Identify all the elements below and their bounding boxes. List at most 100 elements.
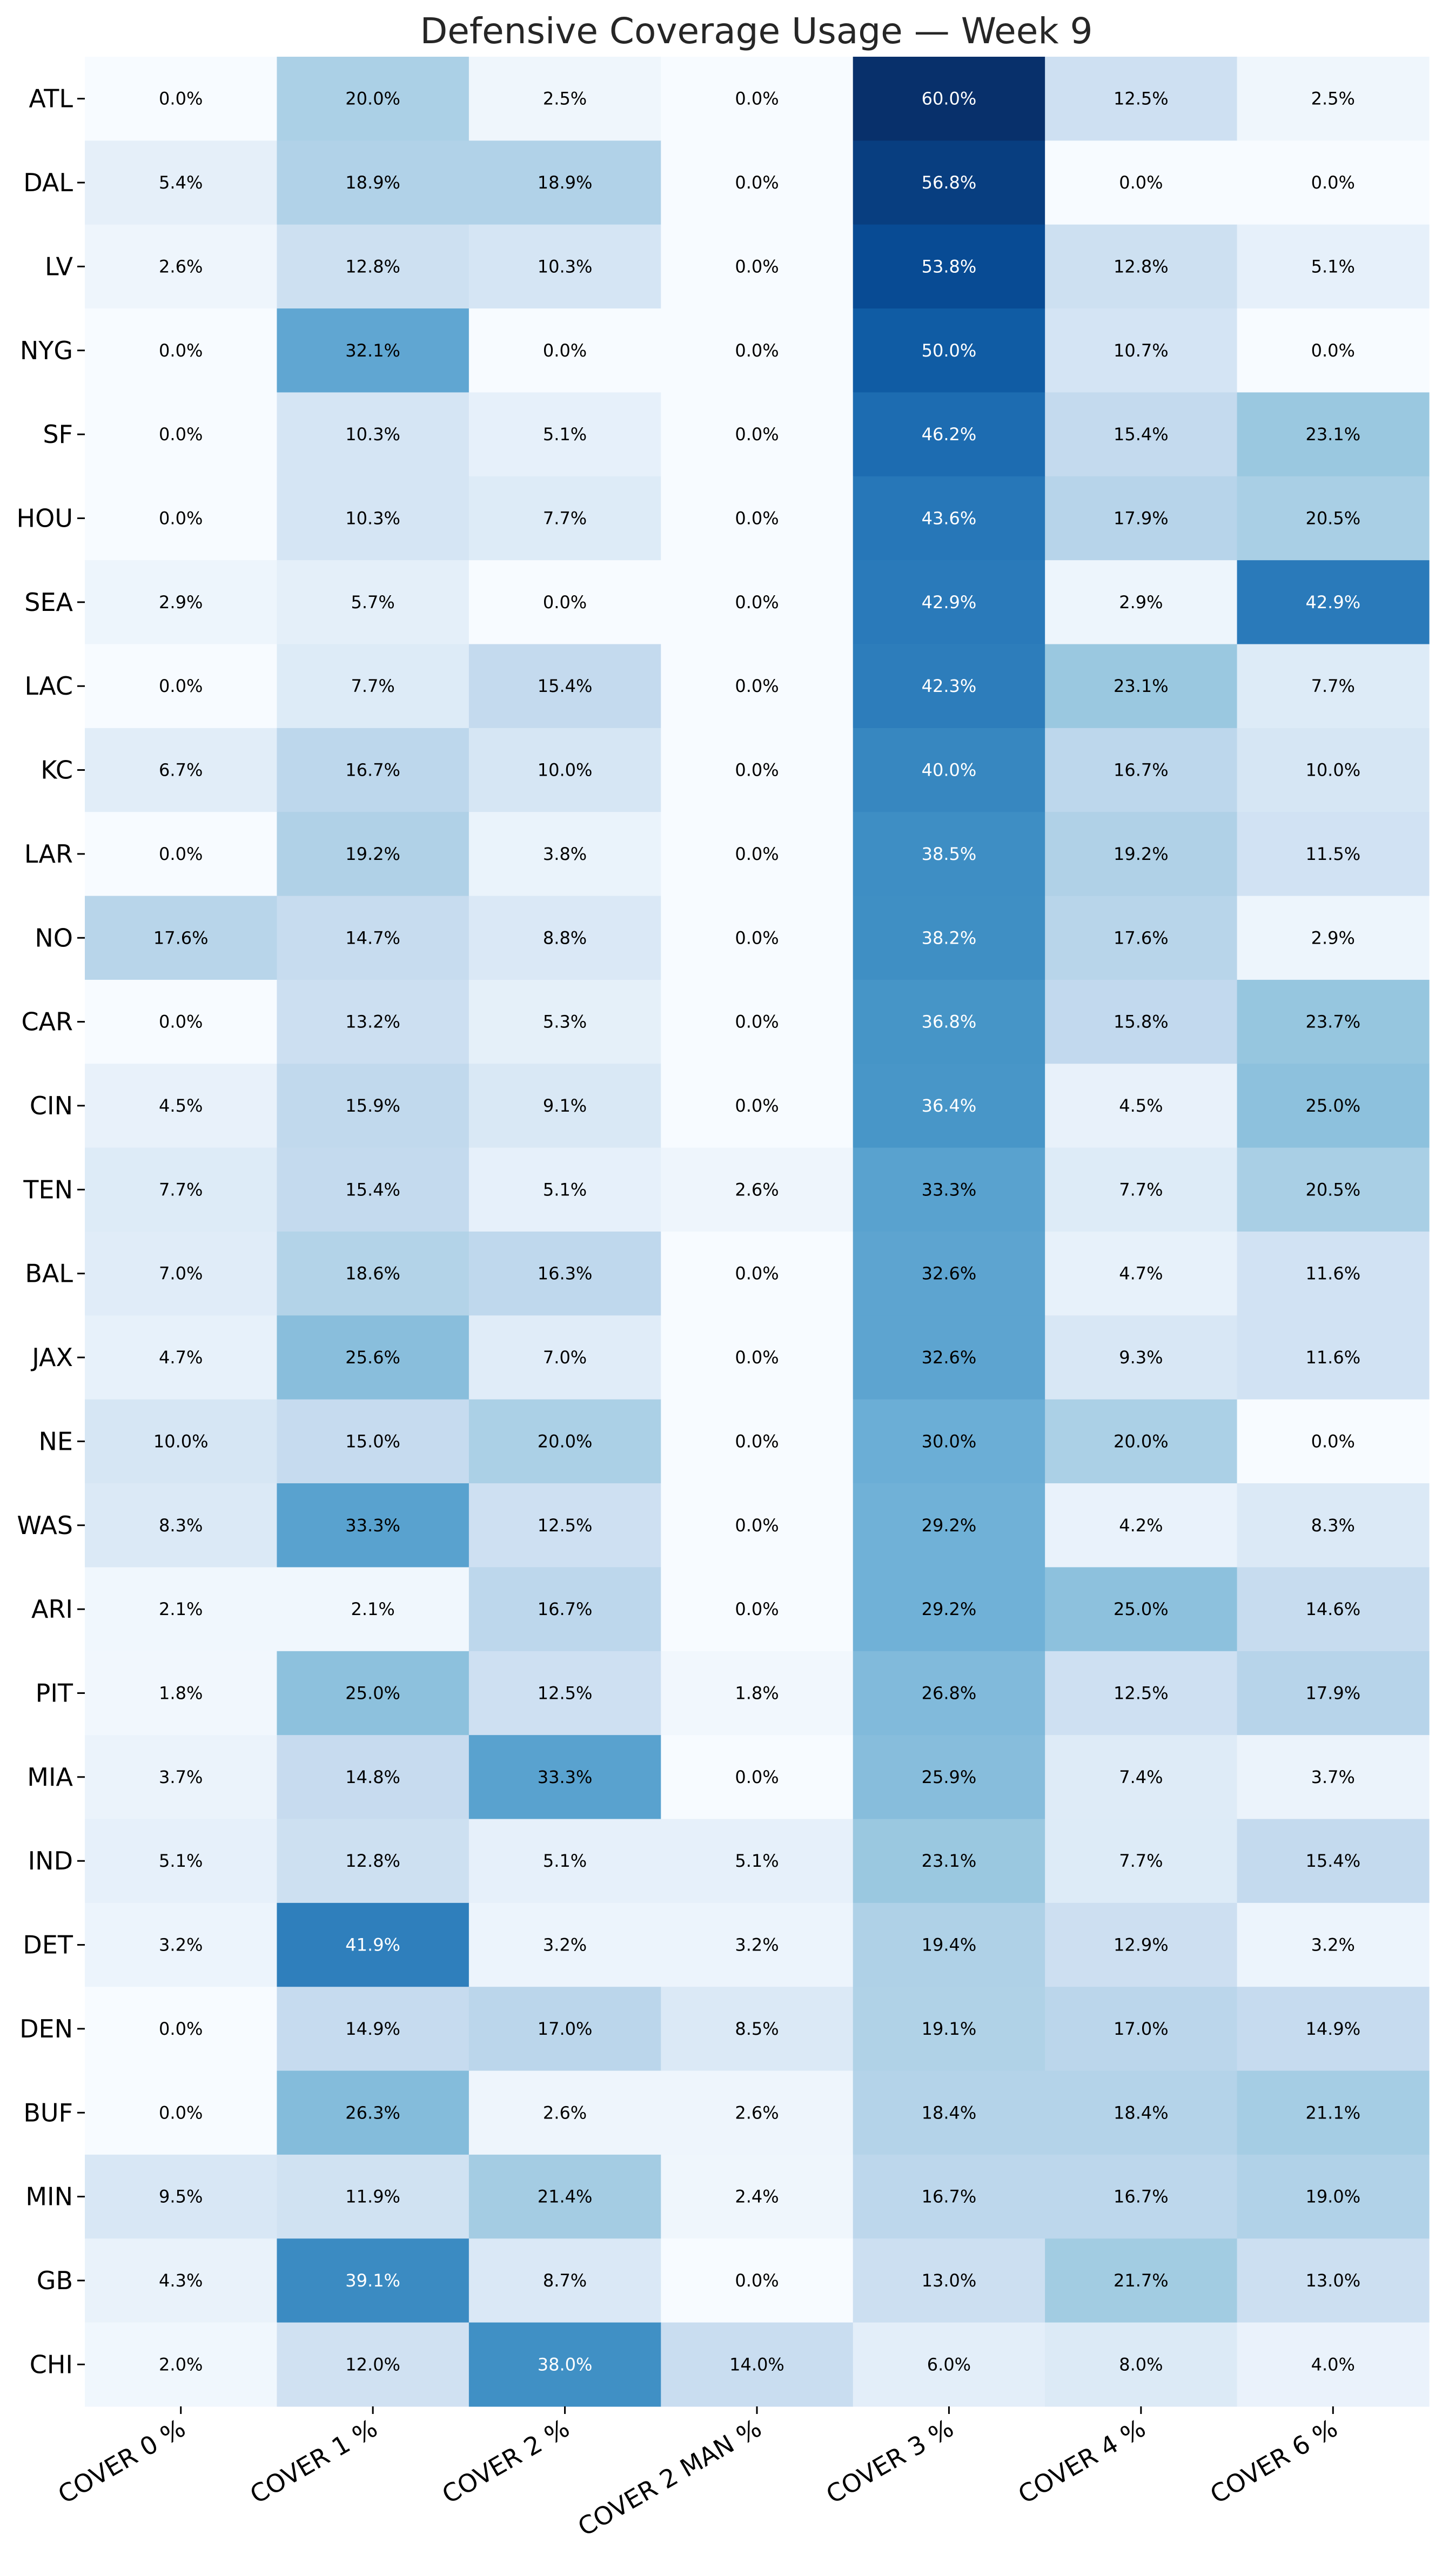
- heatmap-cell: [661, 979, 854, 1064]
- cell-value-label: 15.4%: [345, 1179, 400, 1200]
- heatmap-cell: [1237, 140, 1430, 225]
- row-label: DAL: [23, 168, 73, 197]
- cell-value-label: 2.4%: [735, 2187, 779, 2207]
- heatmap-cell: [853, 1147, 1045, 1232]
- heatmap-cell: [661, 2322, 854, 2407]
- heatmap-cell: [1237, 979, 1430, 1064]
- cell-value-label: 7.0%: [159, 1263, 203, 1284]
- cell-value-label: 14.6%: [1305, 1599, 1360, 1619]
- heatmap-cell: [277, 2238, 470, 2323]
- row-label: TEN: [23, 1175, 73, 1204]
- heatmap-cell: [1237, 1902, 1430, 1987]
- cell-value-label: 25.9%: [922, 1767, 977, 1787]
- row-label: DET: [23, 1931, 73, 1960]
- column-label: COVER 0 %: [53, 2413, 190, 2510]
- heatmap-cell: [853, 1232, 1045, 1316]
- cell-value-label: 20.0%: [538, 1431, 593, 1451]
- cell-value-label: 1.8%: [735, 1683, 779, 1703]
- cell-value-label: 25.0%: [345, 1683, 400, 1703]
- cell-value-label: 0.0%: [159, 676, 203, 696]
- cell-value-label: 5.1%: [1311, 256, 1355, 277]
- cell-value-label: 0.0%: [735, 1263, 779, 1284]
- row-label: SF: [43, 420, 73, 449]
- heatmap-cell: [853, 1735, 1045, 1820]
- cell-value-label: 8.0%: [1119, 2354, 1163, 2375]
- heatmap-cell: [1045, 1399, 1238, 1484]
- cell-value-label: 4.5%: [1119, 1095, 1163, 1116]
- cell-value-label: 7.7%: [159, 1179, 203, 1200]
- cell-value-label: 36.4%: [922, 1095, 977, 1116]
- heatmap-cell: [85, 1315, 278, 1400]
- heatmap-cell: [85, 1483, 278, 1568]
- heatmap-cell: [277, 1567, 470, 1652]
- heatmap-cell: [661, 1819, 854, 1904]
- heatmap-cell: [85, 2070, 278, 2155]
- heatmap-cell: [468, 560, 661, 645]
- cell-value-label: 16.3%: [538, 1263, 593, 1284]
- cell-value-label: 26.3%: [345, 2102, 400, 2123]
- cell-value-label: 2.6%: [543, 2102, 587, 2123]
- heatmap-cell: [853, 644, 1045, 729]
- cell-value-label: 14.7%: [345, 927, 400, 948]
- heatmap-cell: [85, 2322, 278, 2407]
- heatmap-cell: [661, 728, 854, 812]
- cell-value-label: 4.7%: [159, 1347, 203, 1368]
- cell-value-label: 40.0%: [922, 760, 977, 781]
- heatmap-cell-labels: 0.0% 20.0% 2.5% 0.0% 60.0% 12.5% 2.5% 5.4% 18.9%…: [153, 89, 1360, 2375]
- cell-value-label: 21.7%: [1114, 2270, 1169, 2291]
- heatmap-cell: [1237, 1735, 1430, 1820]
- heatmap-cell: [277, 57, 470, 141]
- cell-value-label: 21.1%: [1305, 2102, 1360, 2123]
- heatmap-cell: [277, 1232, 470, 1316]
- cell-value-label: 23.7%: [1305, 1012, 1360, 1032]
- heatmap-cell: [85, 728, 278, 812]
- cell-value-label: 0.0%: [735, 340, 779, 361]
- cell-value-label: 16.7%: [1114, 2187, 1169, 2207]
- heatmap-cell: [85, 1399, 278, 1484]
- heatmap-cell: [661, 896, 854, 980]
- heatmap-cell: [468, 1567, 661, 1652]
- heatmap-cell: [661, 476, 854, 561]
- cell-value-label: 15.0%: [345, 1431, 400, 1451]
- heatmap-cell: [1237, 1567, 1430, 1652]
- heatmap-cell: [1237, 1651, 1430, 1736]
- cell-value-label: 20.5%: [1305, 1179, 1360, 1200]
- heatmap-cell: [85, 812, 278, 897]
- cell-value-label: 15.4%: [538, 676, 593, 696]
- heatmap-cell: [1045, 392, 1238, 477]
- heatmap-cell: [1045, 1064, 1238, 1148]
- chart-title: Defensive Coverage Usage — Week 9: [420, 10, 1092, 52]
- heatmap-cell: [468, 896, 661, 980]
- cell-value-label: 23.1%: [922, 1851, 977, 1871]
- heatmap-cell: [661, 1064, 854, 1148]
- cell-value-label: 3.2%: [1311, 1935, 1355, 1955]
- cell-value-label: 10.3%: [538, 256, 593, 277]
- heatmap-cell: [468, 728, 661, 812]
- cell-value-label: 38.2%: [922, 927, 977, 948]
- cell-value-label: 18.6%: [345, 1263, 400, 1284]
- row-label: ATL: [29, 84, 73, 113]
- heatmap-cell: [277, 1735, 470, 1820]
- cell-value-label: 5.1%: [543, 1179, 587, 1200]
- heatmap-cell: [468, 812, 661, 897]
- cell-value-label: 25.6%: [345, 1347, 400, 1368]
- heatmap-cell: [85, 57, 278, 141]
- cell-value-label: 4.3%: [159, 2270, 203, 2291]
- cell-value-label: 0.0%: [159, 508, 203, 528]
- cell-value-label: 5.1%: [159, 1851, 203, 1871]
- heatmap-cell: [661, 308, 854, 393]
- heatmap-cell: [853, 1819, 1045, 1904]
- heatmap-cell: [468, 2154, 661, 2239]
- cell-value-label: 12.5%: [1114, 1683, 1169, 1703]
- cell-value-label: 39.1%: [345, 2270, 400, 2291]
- heatmap-cell: [85, 308, 278, 393]
- heatmap-cell: [661, 1399, 854, 1484]
- cell-value-label: 29.2%: [922, 1515, 977, 1536]
- cell-value-label: 18.4%: [922, 2102, 977, 2123]
- cell-value-label: 15.4%: [1114, 424, 1169, 445]
- heatmap-cell: [661, 644, 854, 729]
- row-label: BAL: [25, 1259, 73, 1288]
- heatmap-cell: [1045, 1483, 1238, 1568]
- heatmap-cell: [1045, 644, 1238, 729]
- row-label: MIA: [27, 1763, 73, 1792]
